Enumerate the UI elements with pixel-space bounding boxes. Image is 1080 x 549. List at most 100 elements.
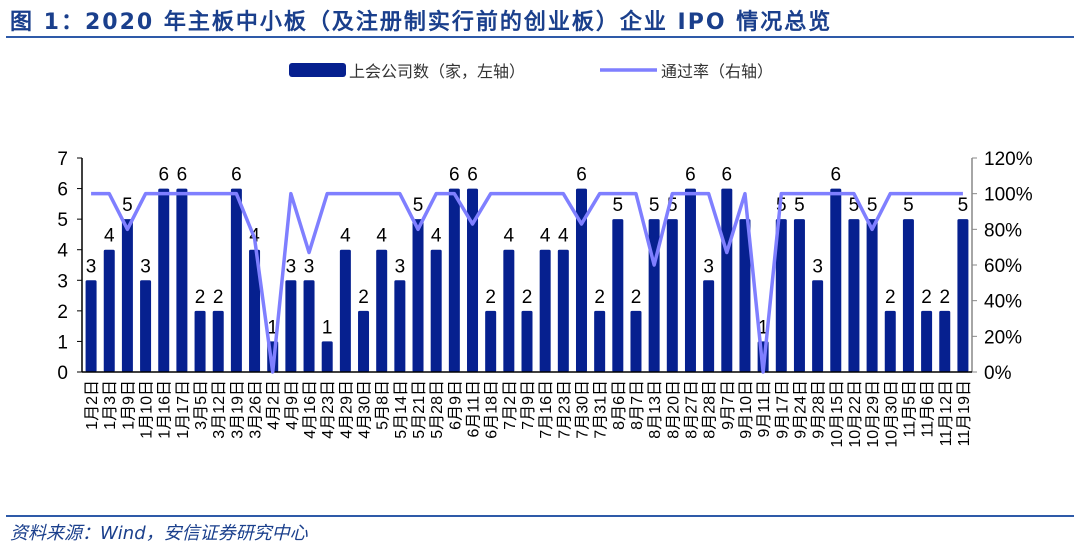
x-tick-label: 8月27日 [683,380,700,439]
x-tick-label: 10月15日 [829,380,846,448]
bar-data-label: 6 [177,165,188,186]
bar [140,280,152,372]
bar-data-label: 2 [485,287,496,308]
bar [866,219,878,372]
bar-data-label: 3 [812,256,823,277]
bar [575,188,587,372]
left-tick-label: 0 [57,363,68,384]
bar-data-label: 5 [667,195,678,216]
bar [430,249,442,372]
x-tick-label: 8月6日 [611,380,628,430]
x-tick-label: 8月13日 [647,380,664,439]
bar [321,341,333,372]
x-tick-label: 4月9日 [284,380,301,430]
bar-data-label: 2 [885,287,896,308]
bar-data-label: 2 [939,287,950,308]
x-tick-label: 3月26日 [248,380,265,439]
bar-data-label: 3 [86,256,97,277]
bar-data-label: 4 [504,226,515,247]
bar-data-label: 1 [758,317,769,338]
x-tick-label: 7月23日 [556,380,573,439]
bar [612,219,624,372]
bar [358,310,370,372]
x-tick-label: 11月12日 [938,380,955,446]
right-tick-label: 0% [984,363,1012,384]
right-tick-label: 100% [984,185,1033,206]
right-tick-label: 60% [984,256,1022,277]
bar [121,219,133,372]
source-note: 资料来源：Wind，安信证券研究中心 [10,523,308,544]
right-tick-label: 80% [984,220,1022,241]
x-tick-label: 10月29日 [865,380,882,448]
bar [521,310,533,372]
left-tick-label: 7 [57,149,68,170]
x-tick-label: 5月14日 [393,380,410,439]
x-tick-label: 4月16日 [302,380,319,439]
right-tick-label: 20% [984,327,1022,348]
x-tick-label: 4月23日 [320,380,337,439]
x-tick-label: 11月6日 [920,380,937,438]
x-tick-label: 1月17日 [175,380,192,439]
x-tick-label: 5月21日 [411,380,428,439]
bar-data-label: 4 [376,226,387,247]
bar [957,219,969,372]
bar-data-label: 1 [322,317,333,338]
bar-data-label: 6 [158,165,169,186]
bar-data-label: 5 [613,195,624,216]
bar [85,280,97,372]
bar-data-label: 4 [104,226,115,247]
bar-data-label: 2 [522,287,533,308]
x-tick-label: 4月2日 [266,380,283,430]
left-tick-label: 4 [57,241,68,262]
left-tick-label: 5 [57,210,68,231]
x-tick-label: 9月28日 [811,380,828,439]
bar-data-label: 6 [449,165,460,186]
bar [848,219,860,372]
bar-data-label: 5 [958,195,969,216]
x-tick-label: 8月7日 [629,380,646,430]
x-tick-label: 3月19日 [229,380,246,439]
bar-data-label: 5 [413,195,424,216]
bar-data-label: 4 [340,226,351,247]
x-tick-label: 6月11日 [466,380,483,438]
bar-data-label: 6 [830,165,841,186]
bar [394,280,406,372]
bar [212,310,224,372]
bar [448,188,460,372]
bar [158,188,170,372]
bar-data-label: 2 [631,287,642,308]
x-tick-label: 1月10日 [139,380,156,439]
x-tick-label: 1月3日 [102,380,119,430]
bar-data-label: 2 [358,287,369,308]
bar-data-label: 6 [722,165,733,186]
x-tick-label: 5月8日 [375,380,392,430]
bar-data-label: 2 [213,287,224,308]
bar [793,219,805,372]
x-tick-label: 6月18日 [484,380,501,439]
bar [830,188,842,372]
x-tick-label: 1月9日 [120,380,137,430]
bar [339,249,351,372]
bar-data-label: 3 [703,256,714,277]
legend-line-label: 通过率（右轴） [661,62,773,81]
bar-data-label: 3 [304,256,315,277]
bar [884,310,896,372]
x-tick-label: 11月5日 [901,380,918,438]
bar [412,219,424,372]
bar [775,219,787,372]
bar [176,188,188,372]
bar [557,249,569,372]
bar-data-label: 5 [903,195,914,216]
bar [503,249,515,372]
x-tick-label: 10月22日 [847,380,864,448]
bar [721,188,733,372]
bar-data-label: 3 [140,256,151,277]
x-tick-label: 3月12日 [211,380,228,439]
x-tick-label: 3月5日 [193,380,210,430]
bar [921,310,933,372]
x-tick-label: 11月19日 [956,380,973,446]
bar [249,249,261,372]
bar [666,219,678,372]
x-tick-label: 9月11日 [756,380,773,438]
